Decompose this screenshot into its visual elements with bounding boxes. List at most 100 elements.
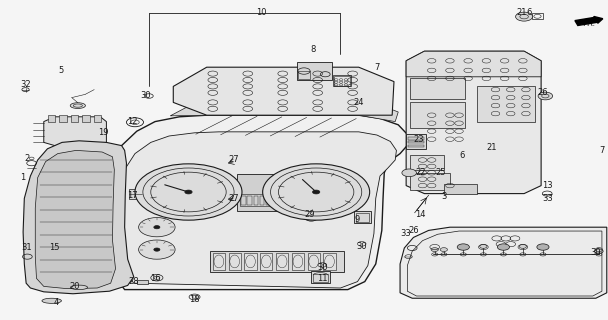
Polygon shape: [100, 115, 409, 290]
Text: 21: 21: [486, 143, 497, 152]
Text: 12: 12: [127, 117, 138, 126]
Circle shape: [519, 244, 527, 248]
Text: 6: 6: [460, 151, 465, 160]
Text: 7: 7: [599, 146, 604, 155]
Text: 19: 19: [98, 128, 109, 137]
Circle shape: [402, 169, 416, 177]
Ellipse shape: [303, 209, 319, 221]
Bar: [71, 115, 78, 122]
Text: 10: 10: [256, 8, 267, 17]
Text: 29: 29: [305, 210, 316, 219]
Text: 30: 30: [317, 263, 328, 272]
Circle shape: [185, 190, 192, 194]
Text: 22: 22: [415, 168, 426, 177]
Bar: [276, 253, 288, 270]
Bar: [334, 76, 350, 86]
Bar: [444, 184, 477, 194]
Text: 30: 30: [356, 242, 367, 251]
Circle shape: [539, 244, 547, 248]
Polygon shape: [173, 67, 394, 115]
Circle shape: [135, 164, 242, 220]
Circle shape: [460, 244, 467, 248]
Text: 26: 26: [408, 226, 419, 235]
Bar: [137, 280, 148, 284]
Circle shape: [457, 244, 469, 250]
Circle shape: [313, 190, 320, 194]
Text: 6: 6: [527, 8, 531, 17]
Text: 33: 33: [542, 194, 553, 203]
Bar: [333, 75, 351, 86]
Ellipse shape: [71, 285, 88, 290]
Bar: [408, 141, 424, 143]
Bar: [532, 13, 543, 19]
Text: 9: 9: [355, 215, 360, 224]
Bar: [229, 253, 241, 270]
Bar: [260, 196, 264, 205]
Bar: [82, 115, 89, 122]
Polygon shape: [44, 117, 106, 146]
Circle shape: [538, 92, 553, 100]
Bar: [311, 271, 330, 283]
Bar: [323, 253, 336, 270]
Bar: [408, 145, 424, 147]
Polygon shape: [170, 97, 398, 122]
Polygon shape: [400, 227, 607, 298]
Circle shape: [516, 12, 533, 21]
Text: 11: 11: [317, 274, 328, 283]
Bar: [354, 211, 371, 223]
FancyArrow shape: [575, 17, 603, 26]
Text: 25: 25: [435, 168, 446, 177]
Bar: [477, 86, 535, 122]
Bar: [213, 253, 225, 270]
Ellipse shape: [71, 103, 85, 108]
Ellipse shape: [42, 298, 61, 303]
Bar: [408, 137, 424, 140]
Bar: [240, 194, 278, 206]
Circle shape: [497, 244, 510, 250]
Text: 24: 24: [353, 98, 364, 107]
Circle shape: [537, 244, 549, 250]
Text: 31: 31: [21, 244, 32, 252]
Bar: [48, 115, 55, 122]
Bar: [266, 196, 270, 205]
Bar: [313, 274, 328, 282]
Bar: [237, 174, 283, 211]
Text: 16: 16: [150, 274, 161, 283]
Circle shape: [440, 248, 447, 252]
Bar: [410, 78, 465, 99]
Text: 26: 26: [537, 88, 548, 97]
Bar: [129, 189, 142, 199]
Polygon shape: [23, 141, 134, 294]
Circle shape: [263, 164, 370, 220]
Bar: [292, 253, 304, 270]
Bar: [410, 173, 450, 190]
Polygon shape: [406, 51, 541, 194]
Bar: [272, 196, 276, 205]
Bar: [60, 115, 67, 122]
Bar: [210, 251, 344, 272]
Bar: [254, 196, 258, 205]
Text: 5: 5: [58, 66, 63, 75]
Circle shape: [431, 248, 438, 252]
Text: 20: 20: [69, 282, 80, 291]
Text: 23: 23: [413, 135, 424, 144]
Text: 4: 4: [54, 298, 59, 307]
Bar: [260, 253, 272, 270]
Polygon shape: [406, 51, 541, 77]
Text: 2: 2: [24, 154, 29, 163]
Text: 14: 14: [415, 210, 426, 219]
Circle shape: [480, 244, 487, 248]
Text: 30: 30: [590, 248, 601, 257]
Text: 1: 1: [21, 173, 26, 182]
Circle shape: [595, 248, 603, 252]
Text: 7: 7: [375, 63, 379, 72]
Text: 8: 8: [311, 45, 316, 54]
Text: 33: 33: [401, 229, 412, 238]
Bar: [298, 71, 310, 79]
Text: 17: 17: [127, 191, 138, 200]
Text: 21: 21: [516, 8, 527, 17]
Bar: [308, 253, 320, 270]
Bar: [410, 102, 465, 128]
Text: 27: 27: [228, 194, 239, 203]
Text: 3: 3: [441, 192, 446, 201]
